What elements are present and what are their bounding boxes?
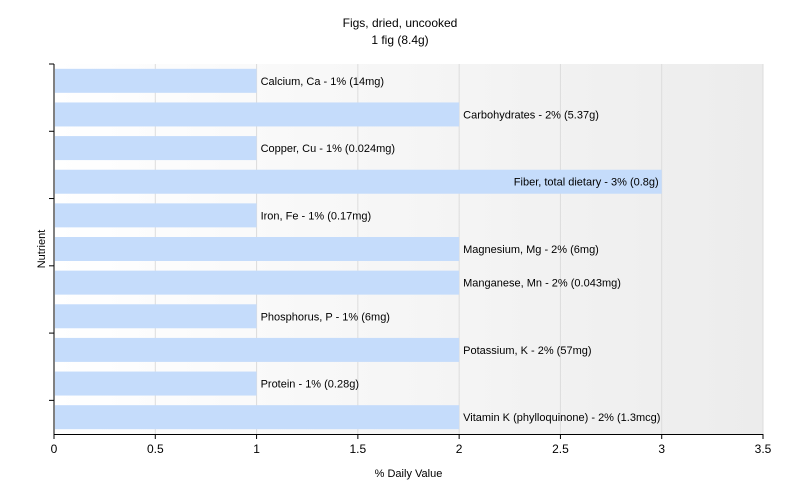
data-label: Protein - 1% (0.28g): [261, 379, 359, 391]
x-axis-title: % Daily Value: [375, 468, 443, 480]
x-tick-label: 3: [658, 442, 665, 456]
data-label: Calcium, Ca - 1% (14mg): [261, 76, 384, 88]
bar: [55, 68, 257, 93]
bar: [55, 169, 662, 194]
bar: [55, 270, 460, 295]
bar: [55, 405, 460, 430]
data-label: Potassium, K - 2% (57mg): [463, 345, 591, 357]
bar: [55, 371, 257, 396]
data-label: Carbohydrates - 2% (5.37g): [463, 109, 599, 121]
data-label: Phosphorus, P - 1% (6mg): [261, 311, 390, 323]
y-axis-title: Nutrient: [36, 230, 48, 269]
x-tick-label: 2.5: [552, 442, 569, 456]
data-label: Iron, Fe - 1% (0.17mg): [261, 210, 372, 222]
x-tick-label: 3.5: [755, 442, 772, 456]
data-label: Fiber, total dietary - 3% (0.8g): [514, 177, 659, 189]
x-tick-label: 0.5: [147, 442, 164, 456]
bar: [55, 102, 460, 127]
x-tick-label: 1.5: [350, 442, 367, 456]
data-label: Magnesium, Mg - 2% (6mg): [463, 244, 599, 256]
x-tick-label: 1: [253, 442, 260, 456]
data-label: Vitamin K (phylloquinone) - 2% (1.3mcg): [463, 412, 660, 424]
data-label: Copper, Cu - 1% (0.024mg): [261, 143, 396, 155]
data-label: Manganese, Mn - 2% (0.043mg): [463, 278, 621, 290]
chart-subtitle: 1 fig (8.4g): [371, 33, 429, 47]
x-tick-label: 0: [51, 442, 58, 456]
bar: [55, 237, 460, 261]
bar: [55, 136, 257, 161]
chart-title: Figs, dried, uncooked: [342, 16, 458, 30]
bar: [55, 203, 257, 228]
bar: [55, 337, 460, 362]
x-tick-label: 2: [456, 442, 463, 456]
bar: [55, 304, 257, 329]
